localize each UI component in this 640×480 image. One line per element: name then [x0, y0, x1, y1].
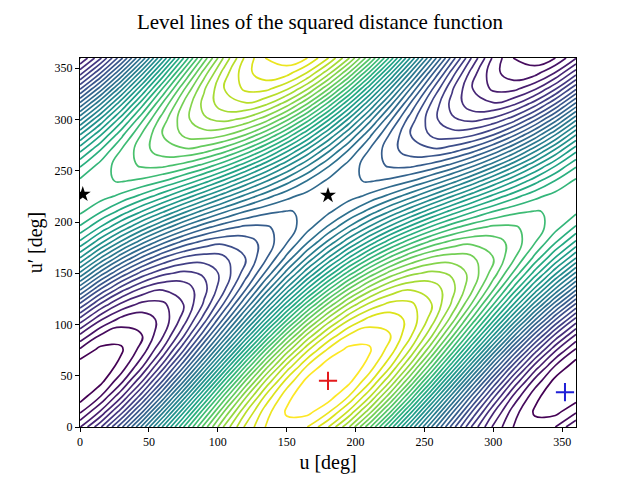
svg-text:50: 50	[143, 435, 155, 449]
svg-text:0: 0	[77, 435, 83, 449]
svg-text:200: 200	[55, 215, 73, 229]
svg-text:150: 150	[278, 435, 296, 449]
svg-text:200: 200	[347, 435, 365, 449]
svg-text:350: 350	[55, 61, 73, 75]
svg-text:300: 300	[484, 435, 502, 449]
svg-text:Level lines of the squared dis: Level lines of the squared distance func…	[137, 10, 504, 34]
svg-text:100: 100	[55, 318, 73, 332]
svg-text:250: 250	[55, 164, 73, 178]
svg-text:0: 0	[67, 420, 73, 434]
svg-text:300: 300	[55, 113, 73, 127]
svg-text:u [deg]: u [deg]	[299, 451, 356, 474]
svg-text:150: 150	[55, 266, 73, 280]
svg-text:350: 350	[553, 435, 571, 449]
svg-text:50: 50	[61, 369, 73, 383]
svg-text:250: 250	[415, 435, 433, 449]
svg-text:u′ [deg]: u′ [deg]	[24, 212, 47, 274]
svg-text:100: 100	[209, 435, 227, 449]
